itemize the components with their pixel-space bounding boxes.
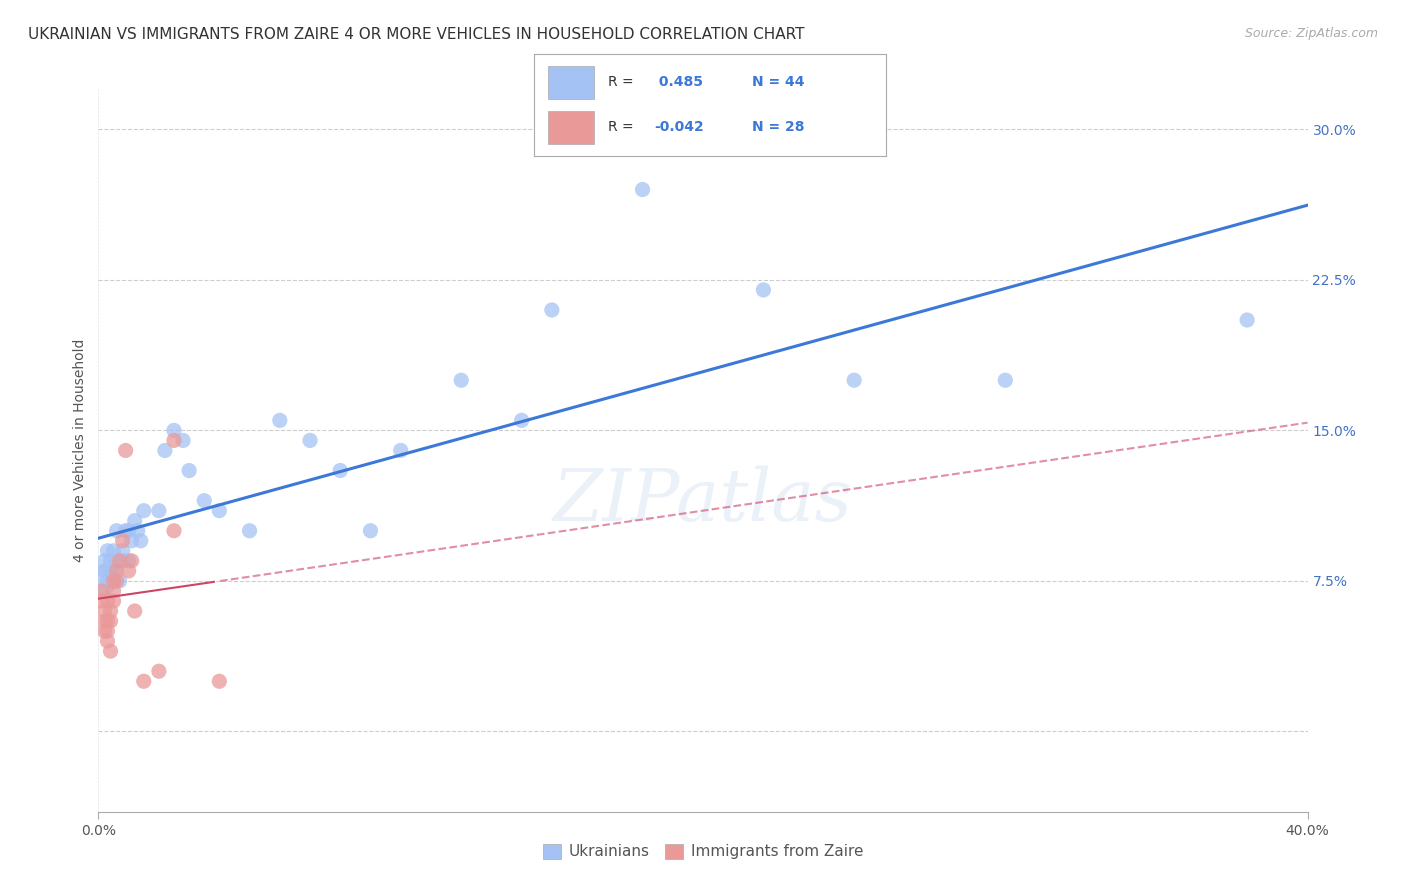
Point bbox=[93, 564, 115, 578]
Point bbox=[114, 443, 136, 458]
Point bbox=[179, 464, 201, 478]
Point bbox=[93, 624, 115, 639]
Point bbox=[96, 543, 118, 558]
Point bbox=[105, 574, 128, 588]
Text: -0.042: -0.042 bbox=[654, 120, 703, 135]
Point bbox=[299, 434, 322, 448]
Point bbox=[510, 413, 533, 427]
Point bbox=[208, 503, 231, 517]
Point bbox=[994, 373, 1017, 387]
Point bbox=[103, 543, 125, 558]
Point bbox=[269, 413, 291, 427]
Point bbox=[360, 524, 382, 538]
Point bbox=[118, 524, 141, 538]
Legend: Ukrainians, Immigrants from Zaire: Ukrainians, Immigrants from Zaire bbox=[537, 838, 869, 865]
Point bbox=[148, 503, 170, 517]
Point bbox=[100, 614, 122, 628]
Point bbox=[124, 604, 146, 618]
Point bbox=[96, 574, 118, 588]
Point bbox=[153, 443, 176, 458]
Point bbox=[172, 434, 194, 448]
Point bbox=[93, 604, 115, 618]
Point bbox=[105, 564, 128, 578]
Text: R =: R = bbox=[609, 75, 634, 89]
Point bbox=[105, 524, 128, 538]
Point bbox=[540, 303, 562, 318]
Point bbox=[148, 664, 170, 679]
Point bbox=[450, 373, 472, 387]
Y-axis label: 4 or more Vehicles in Household: 4 or more Vehicles in Household bbox=[73, 339, 87, 562]
Point bbox=[103, 594, 125, 608]
Point bbox=[103, 583, 125, 598]
Point bbox=[96, 614, 118, 628]
Point bbox=[124, 514, 146, 528]
Point bbox=[163, 434, 186, 448]
Point bbox=[111, 554, 134, 568]
Text: N = 44: N = 44 bbox=[752, 75, 804, 89]
Point bbox=[121, 533, 143, 548]
Point bbox=[108, 554, 131, 568]
Point bbox=[844, 373, 866, 387]
Text: ZIPatlas: ZIPatlas bbox=[553, 466, 853, 536]
Point bbox=[129, 533, 152, 548]
Point bbox=[100, 554, 122, 568]
Point bbox=[93, 554, 115, 568]
Point bbox=[329, 464, 352, 478]
Point bbox=[111, 533, 134, 548]
Point bbox=[389, 443, 412, 458]
Point bbox=[121, 554, 143, 568]
Point bbox=[163, 524, 186, 538]
Point bbox=[100, 564, 122, 578]
Point bbox=[108, 574, 131, 588]
Point bbox=[118, 564, 141, 578]
Point bbox=[163, 424, 186, 438]
Point bbox=[114, 524, 136, 538]
Point bbox=[132, 674, 155, 689]
Point bbox=[631, 182, 654, 196]
Point bbox=[100, 644, 122, 658]
Point bbox=[103, 564, 125, 578]
Point bbox=[103, 574, 125, 588]
Point bbox=[96, 594, 118, 608]
Point bbox=[208, 674, 231, 689]
Point bbox=[1236, 313, 1258, 327]
Point bbox=[96, 624, 118, 639]
Text: R =: R = bbox=[609, 120, 634, 135]
Point bbox=[96, 634, 118, 648]
Point bbox=[90, 574, 112, 588]
Point bbox=[127, 524, 149, 538]
Point bbox=[105, 554, 128, 568]
Point bbox=[132, 503, 155, 517]
FancyBboxPatch shape bbox=[548, 111, 593, 144]
Point bbox=[90, 594, 112, 608]
Point bbox=[100, 604, 122, 618]
Point bbox=[752, 283, 775, 297]
Point bbox=[193, 493, 215, 508]
FancyBboxPatch shape bbox=[548, 66, 593, 99]
Text: Source: ZipAtlas.com: Source: ZipAtlas.com bbox=[1244, 27, 1378, 40]
Point bbox=[93, 614, 115, 628]
Point bbox=[111, 543, 134, 558]
Text: N = 28: N = 28 bbox=[752, 120, 804, 135]
Point bbox=[90, 583, 112, 598]
Text: 0.485: 0.485 bbox=[654, 75, 703, 89]
Point bbox=[118, 554, 141, 568]
Point bbox=[103, 574, 125, 588]
Point bbox=[239, 524, 262, 538]
Text: UKRAINIAN VS IMMIGRANTS FROM ZAIRE 4 OR MORE VEHICLES IN HOUSEHOLD CORRELATION C: UKRAINIAN VS IMMIGRANTS FROM ZAIRE 4 OR … bbox=[28, 27, 804, 42]
